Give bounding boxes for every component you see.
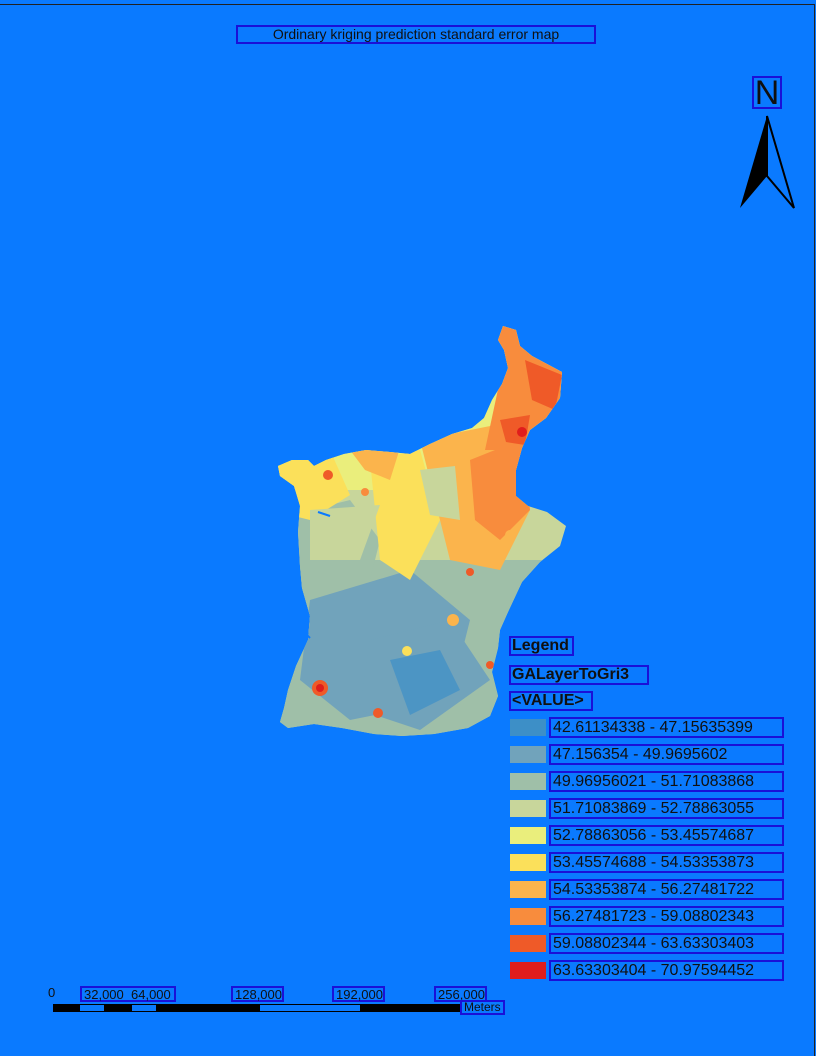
scale-units: Meters: [460, 1000, 505, 1015]
scale-segment: [157, 1004, 259, 1012]
legend-class-label: 47.156354 - 49.9695602: [549, 744, 784, 765]
legend-field-name: <VALUE>: [509, 691, 593, 711]
scale-bar: 0 32,000 64,000 128,000 192,000 256,000 …: [40, 984, 520, 1020]
legend-class-row: 53.45574688 - 54.53353873: [505, 852, 795, 874]
legend-class-row: 49.96956021 - 51.71083868: [505, 771, 795, 793]
legend-swatch: [510, 773, 546, 790]
legend-class-label: 49.96956021 - 51.71083868: [549, 771, 784, 792]
scale-tick-label: 192,000: [332, 986, 385, 1002]
scale-segment: [259, 1004, 361, 1012]
legend-swatch: [510, 881, 546, 898]
legend-class-label: 52.78863056 - 53.45574687: [549, 825, 784, 846]
scale-tick-label: 128,000: [231, 986, 284, 1002]
legend-class-label: 63.63303404 - 70.97594452: [549, 960, 784, 981]
north-arrow: N: [736, 76, 798, 212]
legend-layer-name: GALayerToGri3: [509, 665, 649, 685]
scale-tick-label: 64,000: [131, 987, 171, 1002]
scale-segment: [53, 1004, 79, 1012]
legend-class-label: 42.61134338 - 47.15635399: [549, 717, 784, 738]
legend-swatch: [510, 746, 546, 763]
legend-class-row: 42.61134338 - 47.15635399: [505, 717, 795, 739]
legend-swatch: [510, 800, 546, 817]
legend: Legend GALayerToGri3 <VALUE> 42.61134338…: [505, 633, 795, 988]
legend-class-row: 51.71083869 - 52.78863055: [505, 798, 795, 820]
legend-swatch: [510, 908, 546, 925]
kriging-error-surface: [278, 326, 566, 736]
legend-swatch: [510, 962, 546, 979]
north-arrow-label: N: [752, 76, 782, 110]
legend-swatch: [510, 827, 546, 844]
legend-swatch: [510, 719, 546, 736]
legend-class-row: 54.53353874 - 56.27481722: [505, 879, 795, 901]
scale-tick-label: 32,000: [84, 987, 124, 1002]
scale-bar-graphic: [53, 1004, 461, 1012]
scale-tick-label: 0: [48, 985, 56, 1000]
legend-class-label: 56.27481723 - 59.08802343: [549, 906, 784, 927]
legend-class-label: 54.53353874 - 56.27481722: [549, 879, 784, 900]
north-arrow-icon: [740, 115, 795, 209]
legend-class-row: 56.27481723 - 59.08802343: [505, 906, 795, 928]
map-title: Ordinary kriging prediction standard err…: [236, 25, 596, 44]
legend-class-label: 51.71083869 - 52.78863055: [549, 798, 784, 819]
legend-swatch: [510, 854, 546, 871]
legend-class-row: 47.156354 - 49.9695602: [505, 744, 795, 766]
scale-segment: [361, 1004, 461, 1012]
legend-class-row: 52.78863056 - 53.45574687: [505, 825, 795, 847]
legend-class-row: 59.08802344 - 63.63303403: [505, 933, 795, 955]
legend-class-row: 63.63303404 - 70.97594452: [505, 960, 795, 982]
scale-segment: [79, 1004, 105, 1012]
legend-title: Legend: [509, 636, 574, 656]
legend-class-label: 53.45574688 - 54.53353873: [549, 852, 784, 873]
legend-swatch: [510, 935, 546, 952]
scale-segment: [105, 1004, 131, 1012]
legend-class-label: 59.08802344 - 63.63303403: [549, 933, 784, 954]
scale-tick-label-group: 32,000 64,000: [80, 986, 176, 1002]
scale-segment: [131, 1004, 157, 1012]
